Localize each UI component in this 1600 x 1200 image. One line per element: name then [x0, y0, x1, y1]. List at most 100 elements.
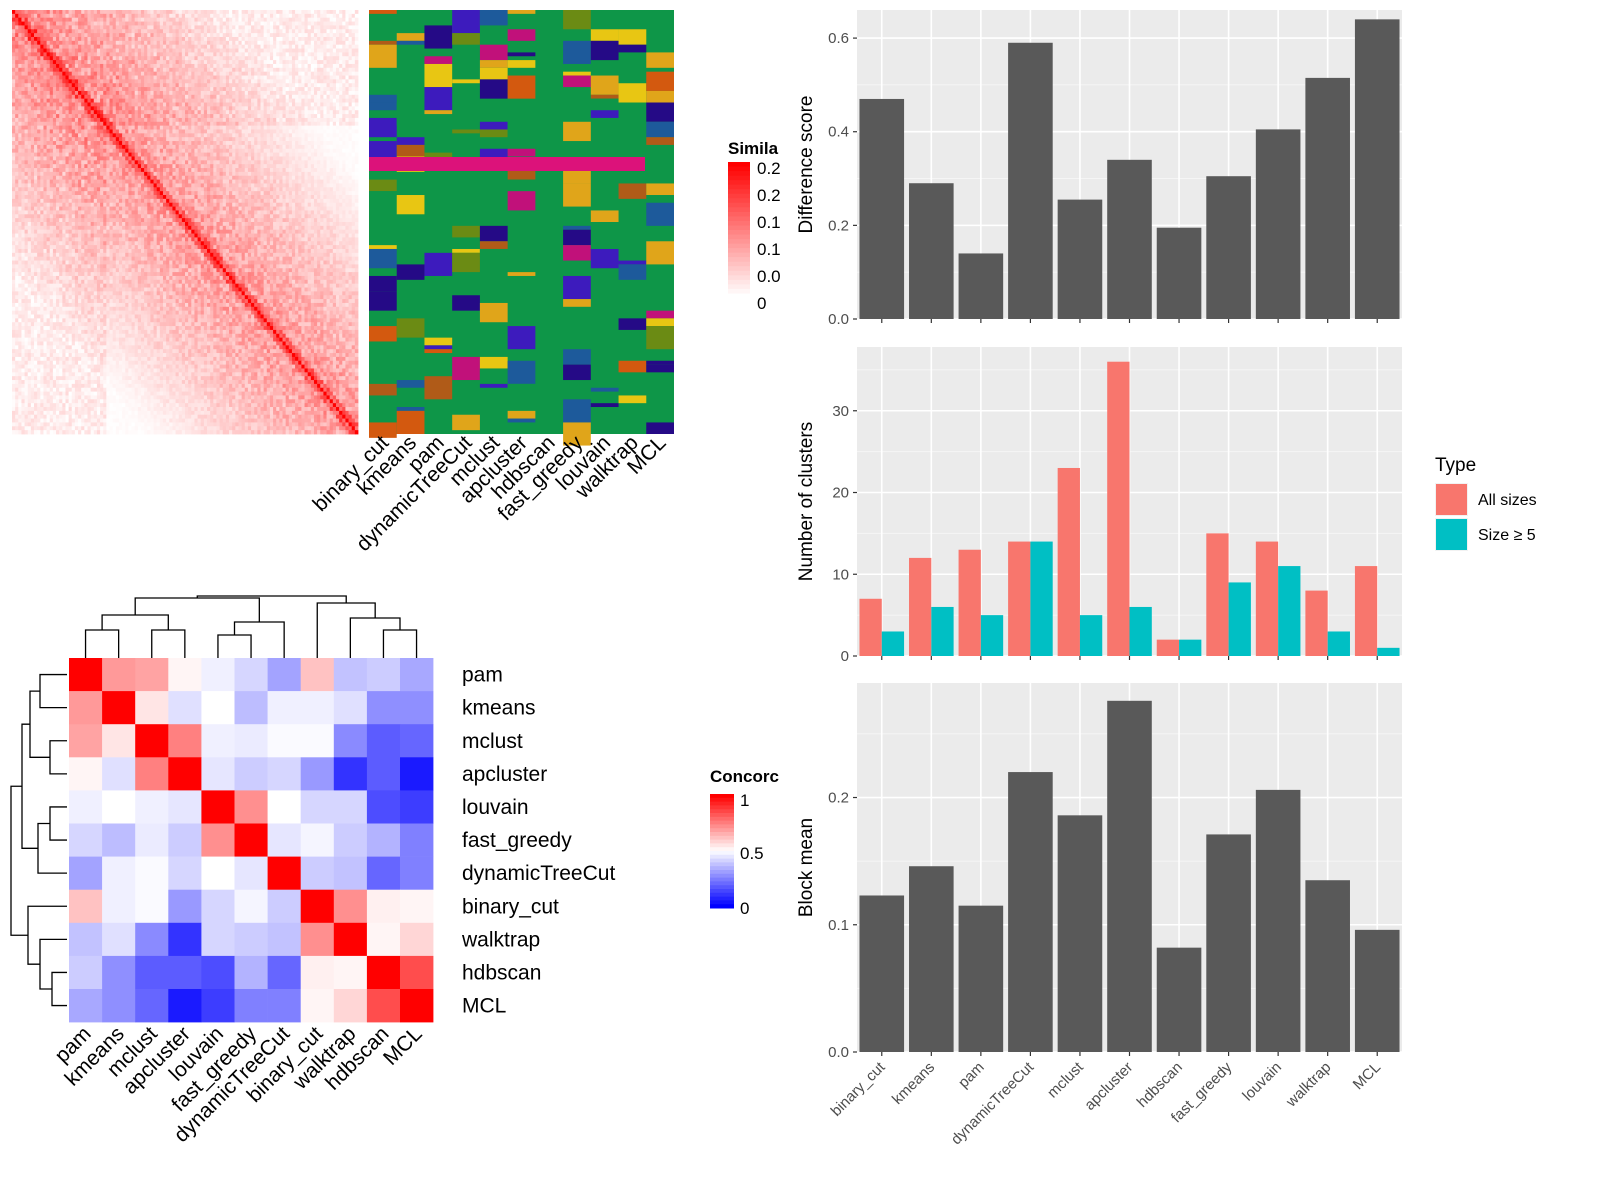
similarity-cell — [62, 129, 66, 134]
similarity-cell — [21, 102, 25, 107]
similarity-cell — [203, 106, 208, 111]
similarity-cell — [40, 175, 44, 180]
similarity-cell — [332, 117, 337, 123]
similarity-cell — [87, 133, 92, 138]
similarity-cell — [71, 36, 76, 42]
similarity-cell — [181, 40, 186, 46]
similarity-cell — [87, 183, 92, 188]
similarity-cell — [112, 87, 117, 92]
similarity-cell — [203, 137, 208, 142]
similarity-cell — [134, 121, 139, 127]
similarity-cell — [207, 137, 211, 142]
similarity-cell — [213, 10, 217, 15]
similarity-cell — [134, 44, 139, 49]
similarity-cell — [210, 152, 214, 157]
similarity-cell — [351, 152, 356, 157]
similarity-cell — [295, 114, 299, 119]
similarity-cell — [310, 63, 315, 69]
similarity-cell — [81, 125, 85, 130]
similarity-cell — [285, 171, 290, 177]
similarity-cell — [150, 175, 154, 180]
similarity-cell — [115, 160, 120, 165]
similarity-cell — [354, 63, 359, 69]
similarity-cell — [156, 183, 161, 188]
similarity-cell — [144, 67, 148, 73]
similarity-cell — [166, 29, 170, 34]
similarity-cell — [62, 75, 66, 80]
similarity-cell — [81, 144, 85, 150]
similarity-cell — [203, 114, 208, 119]
similarity-cell — [68, 94, 73, 100]
similarity-cell — [34, 168, 38, 173]
similarity-cell — [301, 67, 305, 73]
similarity-cell — [301, 160, 305, 165]
similarity-cell — [301, 171, 305, 177]
similarity-cell — [313, 67, 318, 73]
similarity-cell — [125, 33, 129, 38]
similarity-cell — [18, 110, 22, 115]
similarity-cell — [156, 83, 161, 88]
similarity-cell — [169, 44, 173, 49]
similarity-cell — [295, 141, 299, 146]
similarity-cell — [49, 44, 54, 49]
similarity-cell — [194, 25, 198, 30]
similarity-cell — [87, 137, 92, 142]
similarity-cell — [263, 83, 268, 88]
similarity-cell — [304, 121, 309, 127]
similarity-cell — [351, 21, 356, 26]
similarity-cell — [21, 121, 25, 127]
similarity-cell — [150, 79, 154, 84]
similarity-cell — [232, 48, 236, 53]
similarity-cell — [210, 129, 214, 134]
similarity-cell — [87, 87, 92, 92]
similarity-cell — [71, 75, 76, 80]
similarity-cell — [87, 148, 92, 154]
similarity-cell — [166, 21, 170, 26]
similarity-cell — [27, 21, 32, 26]
similarity-cell — [62, 60, 66, 65]
similarity-cell — [156, 79, 161, 84]
similarity-cell — [304, 48, 309, 53]
similarity-cell — [320, 87, 324, 92]
similarity-cell — [74, 129, 79, 134]
similarity-cell — [43, 17, 47, 22]
similarity-cell — [59, 114, 63, 119]
similarity-cell — [260, 133, 265, 138]
similarity-cell — [56, 114, 60, 119]
similarity-cell — [345, 67, 349, 73]
similarity-cell — [169, 98, 173, 103]
similarity-cell — [178, 171, 183, 177]
similarity-cell — [276, 87, 280, 92]
similarity-cell — [229, 79, 233, 84]
similarity-cell — [131, 171, 136, 177]
similarity-cell — [257, 21, 261, 26]
similarity-cell — [178, 33, 183, 38]
similarity-cell — [74, 164, 79, 169]
similarity-cell — [100, 60, 104, 65]
similarity-cell — [225, 117, 230, 123]
similarity-cell — [251, 117, 255, 123]
similarity-cell — [225, 125, 230, 130]
similarity-cell — [46, 179, 51, 184]
similarity-cell — [335, 179, 340, 184]
similarity-cell — [194, 179, 198, 184]
similarity-cell — [332, 94, 337, 100]
similarity-cell — [15, 44, 19, 49]
similarity-cell — [345, 179, 349, 184]
similarity-cell — [335, 168, 340, 173]
similarity-cell — [291, 133, 296, 138]
similarity-cell — [188, 106, 192, 111]
similarity-cell — [285, 83, 290, 88]
similarity-cell — [332, 168, 337, 173]
similarity-cell — [68, 60, 73, 65]
similarity-cell — [84, 110, 88, 115]
similarity-cell — [203, 44, 208, 49]
similarity-cell — [65, 141, 70, 146]
similarity-cell — [34, 117, 38, 123]
similarity-cell — [15, 98, 19, 103]
similarity-cell — [109, 98, 114, 103]
similarity-cell — [288, 10, 293, 15]
similarity-cell — [153, 75, 158, 80]
similarity-cell — [112, 114, 117, 119]
similarity-cell — [131, 44, 136, 49]
